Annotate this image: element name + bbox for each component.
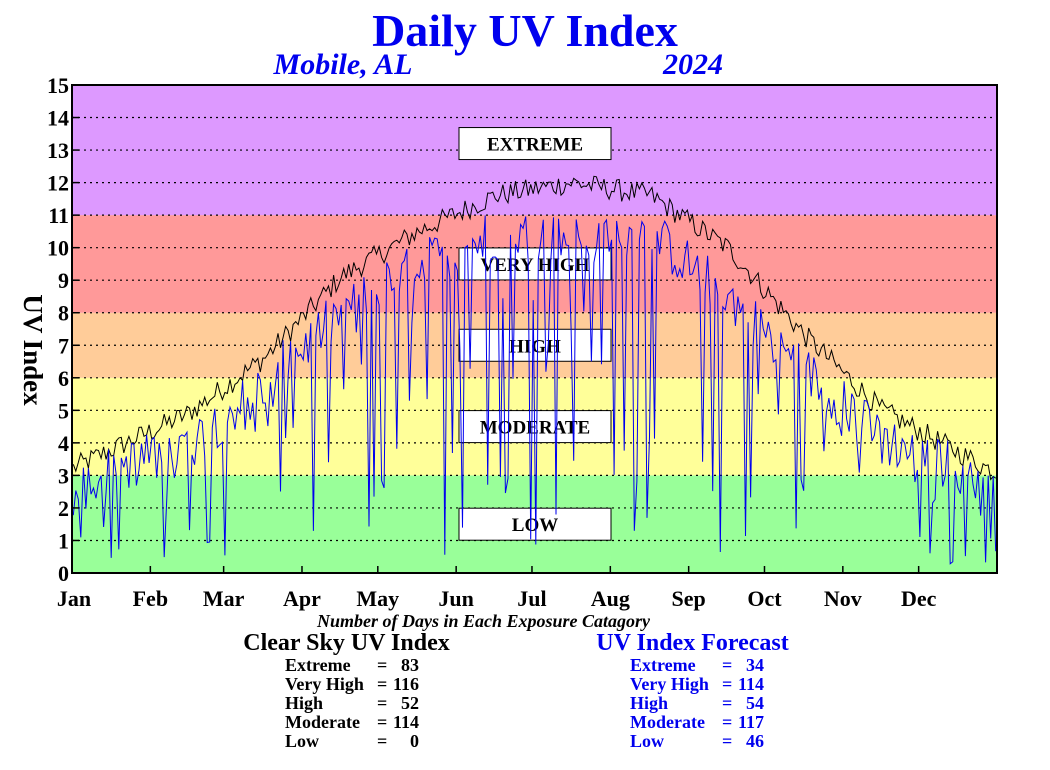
forecast-row-moderate: Moderate = 117 (630, 713, 875, 732)
x-tick-label-sep: Sep (672, 586, 706, 611)
y-tick-label: 1 (58, 528, 69, 553)
y-tick-label: 4 (58, 431, 69, 456)
stat-value: 117 (737, 712, 764, 732)
y-tick-label: 10 (47, 236, 69, 261)
series-clear-sky (72, 175, 996, 481)
category-label-extreme: EXTREME (487, 135, 583, 156)
stat-label: Very High (285, 674, 364, 694)
y-tick-label: 3 (58, 463, 69, 488)
stat-value: 54 (746, 693, 764, 713)
x-tick-label-may: May (356, 586, 399, 611)
y-tick-label: 2 (58, 496, 69, 521)
stat-label: Moderate (630, 712, 705, 732)
x-tick-label-oct: Oct (747, 586, 782, 611)
x-tick-label-feb: Feb (133, 586, 168, 611)
category-box-high (458, 328, 612, 362)
y-tick-label: 7 (58, 333, 69, 358)
x-tick-label-nov: Nov (824, 586, 862, 611)
forecast-row-extreme: Extreme = 34 (630, 656, 875, 675)
stat-label: Low (285, 731, 320, 751)
clear-sky-row-extreme: Extreme = 83 (285, 656, 530, 675)
chart-location: Mobile, AL (273, 48, 413, 81)
category-box-extreme (458, 127, 612, 161)
y-tick-label: 6 (58, 366, 69, 391)
stat-value: 114 (392, 712, 419, 732)
clear-sky-title: Clear Sky UV Index (243, 630, 450, 656)
stat-equals: = (377, 693, 388, 713)
stat-value: 34 (746, 655, 764, 675)
category-label-very-high: VERY HIGH (481, 255, 590, 276)
stats-heading: Number of Days in Each Exposure Catagory (317, 611, 651, 631)
x-tick-label-jan: Jan (57, 586, 91, 611)
stat-equals: = (722, 674, 733, 694)
forecast-row-very-high: Very High = 114 (630, 675, 875, 694)
stat-label: Moderate (285, 712, 360, 732)
x-tick-label-dec: Dec (901, 586, 937, 611)
stat-equals: = (722, 712, 733, 732)
forecast-row-high: High = 54 (630, 694, 875, 713)
stat-value: 0 (410, 731, 419, 751)
stat-value: 114 (737, 674, 764, 694)
stat-value: 52 (401, 693, 419, 713)
forecast-title: UV Index Forecast (596, 630, 789, 656)
stat-label: Very High (630, 674, 709, 694)
y-tick-label: 0 (58, 561, 69, 586)
stat-value: 116 (392, 674, 419, 694)
y-tick-label: 13 (47, 138, 69, 163)
stat-label: Low (630, 731, 665, 751)
stat-label: Extreme (630, 655, 696, 675)
forecast-stats: UV Index Forecast Extreme = 34 Very High = 1… (570, 630, 815, 751)
stat-label: Extreme (285, 655, 351, 675)
uv-chart: Daily UV Index Mobile, AL 2024 UV Index … (18, 5, 998, 611)
stat-equals: = (722, 655, 733, 675)
series-forecast (72, 215, 997, 565)
y-tick-label: 5 (58, 398, 69, 423)
x-tick-label-apr: Apr (283, 586, 321, 611)
y-tick-label: 9 (58, 268, 69, 293)
clear-sky-row-low: Low = 0 (285, 732, 530, 751)
plot-frame (71, 84, 998, 574)
x-tick-label-aug: Aug (591, 586, 630, 611)
stat-equals: = (377, 655, 388, 675)
clear-sky-row-moderate: Moderate = 114 (285, 713, 530, 732)
chart-title: Daily UV Index (372, 5, 678, 56)
x-tick-label-mar: Mar (203, 586, 245, 611)
category-label-low: LOW (512, 515, 558, 536)
y-tick-label: 8 (58, 301, 69, 326)
stat-label: High (630, 693, 669, 713)
y-tick-label: 11 (48, 203, 69, 228)
x-tick-label-jul: Jul (517, 586, 546, 611)
forecast-row-low: Low = 46 (630, 732, 875, 751)
clear-sky-stats: Clear Sky UV Index Extreme = 83 Very High =… (224, 630, 469, 751)
stat-equals: = (722, 731, 733, 751)
stat-equals: = (722, 693, 733, 713)
stat-equals: = (377, 674, 388, 694)
y-tick-label: 14 (47, 106, 69, 131)
stat-value: 46 (746, 731, 764, 751)
stat-value: 83 (401, 655, 419, 675)
y-tick-label: 12 (47, 171, 69, 196)
clear-sky-row-very-high: Very High = 116 (285, 675, 530, 694)
y-axis-label: UV Index (18, 294, 48, 406)
clear-sky-row-high: High = 52 (285, 694, 530, 713)
stat-equals: = (377, 712, 388, 732)
stat-equals: = (377, 731, 388, 751)
category-label-high: HIGH (509, 336, 561, 357)
y-tick-label: 15 (47, 73, 69, 98)
chart-year: 2024 (662, 48, 723, 81)
x-tick-label-jun: Jun (438, 586, 473, 611)
stat-label: High (285, 693, 324, 713)
x-tick-labels: Jan Feb Mar Apr May Jun Jul Aug Sep Oct Nov Dec (57, 566, 937, 611)
series-lines (72, 175, 997, 565)
